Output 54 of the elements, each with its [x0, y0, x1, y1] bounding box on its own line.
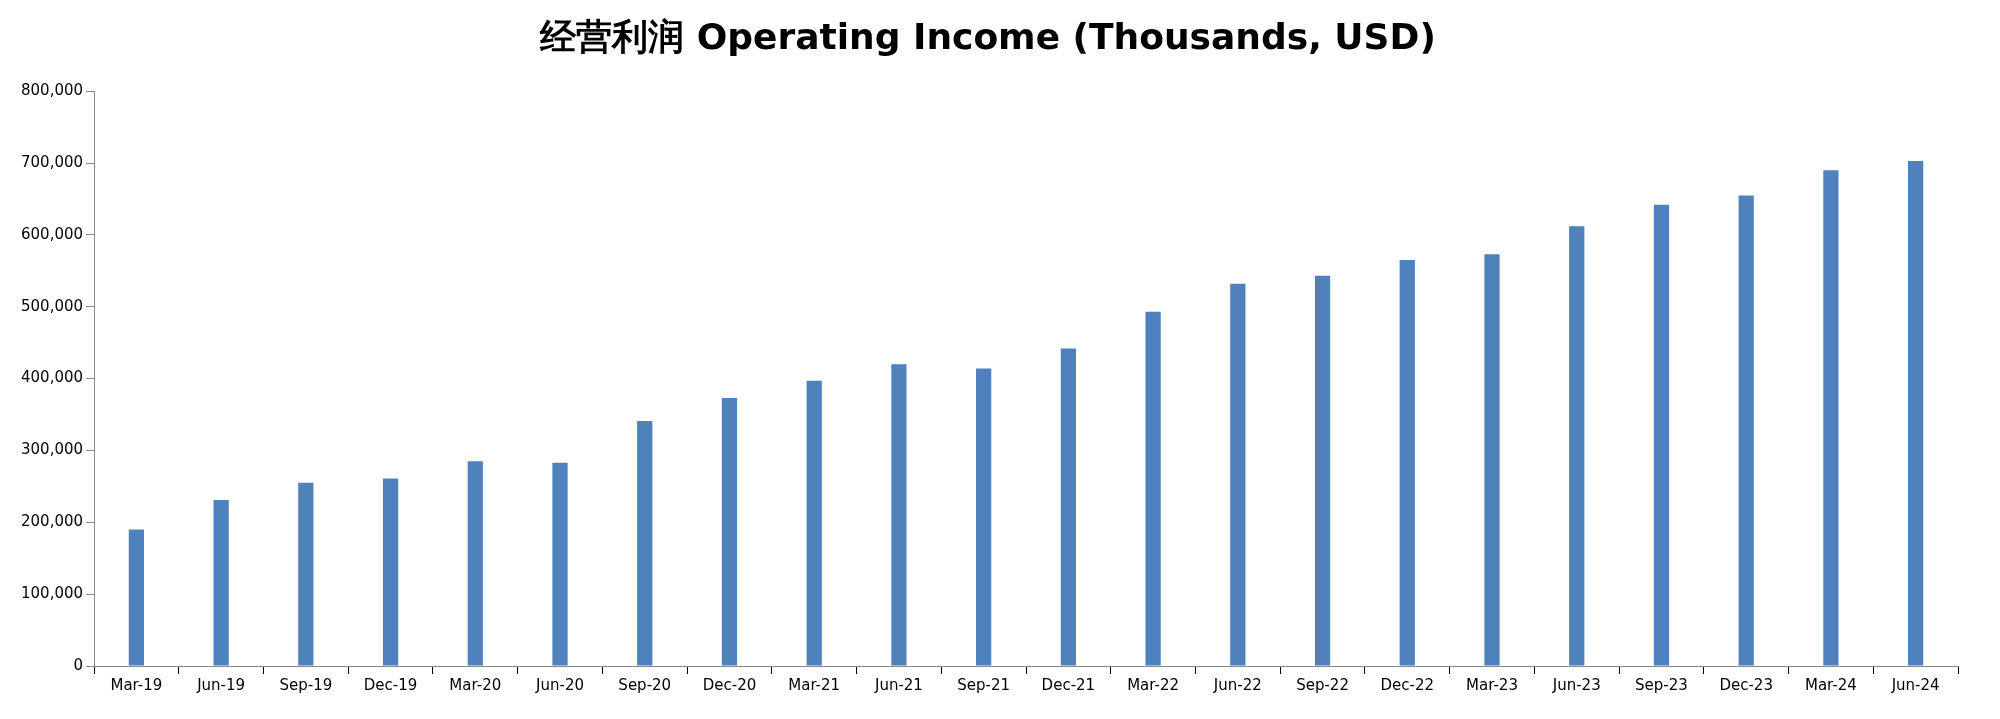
- chart-title: 经营利润 Operating Income (Thousands, USD): [539, 15, 1436, 57]
- y-tick-label: 200,000: [21, 512, 84, 531]
- x-tick-label: Jun-19: [196, 675, 246, 694]
- x-tick-label: Jun-22: [1212, 675, 1262, 694]
- y-tick-label: 400,000: [21, 368, 84, 387]
- x-tick-label: Sep-22: [1296, 675, 1349, 694]
- bar: [1569, 226, 1585, 666]
- bar: [128, 529, 145, 666]
- x-tick-label: Mar-21: [788, 675, 841, 694]
- bar: [298, 482, 314, 666]
- x-tick-label: Mar-24: [1804, 675, 1857, 694]
- y-tick-label: 700,000: [21, 152, 84, 171]
- x-tick-label: Sep-19: [279, 675, 333, 694]
- x-tick-label: Jun-20: [535, 675, 584, 694]
- bar: [891, 364, 907, 666]
- bar: [721, 398, 738, 666]
- bar: [467, 461, 483, 666]
- y-tick-label: 0: [73, 655, 84, 674]
- bar: [213, 500, 229, 666]
- bar: [1823, 170, 1839, 666]
- x-tick-label: Mar-20: [449, 675, 502, 694]
- bar: [1145, 311, 1161, 666]
- x-tick-label: Mar-23: [1466, 675, 1518, 694]
- x-tick-label: Jun-23: [1551, 675, 1601, 694]
- x-tick-label: Sep-20: [618, 675, 672, 694]
- bar: [382, 478, 399, 666]
- bar: [1399, 260, 1415, 666]
- x-tick-label: Dec-20: [702, 675, 757, 694]
- bar: [637, 420, 653, 666]
- bar: [806, 380, 822, 666]
- y-tick-label: 100,000: [21, 584, 84, 603]
- x-tick-label: Sep-21: [957, 675, 1011, 694]
- bar: [1060, 348, 1076, 666]
- bar: [1653, 204, 1670, 666]
- bar: [1484, 254, 1500, 666]
- x-tick-label: Jun-21: [873, 675, 923, 694]
- y-tick-label: 800,000: [21, 81, 84, 100]
- bar: [552, 462, 568, 666]
- bar: [1738, 195, 1754, 666]
- x-tick-label: Dec-23: [1719, 675, 1773, 694]
- bar: [1314, 275, 1331, 666]
- x-tick-label: Dec-21: [1041, 675, 1096, 694]
- bar: [1908, 160, 1924, 666]
- x-tick-label: Sep-23: [1635, 675, 1688, 694]
- x-tick-label: Mar-19: [110, 675, 163, 694]
- x-tick-label: Jun-24: [1890, 675, 1940, 694]
- y-tick-label: 300,000: [21, 440, 84, 459]
- bar: [1230, 283, 1246, 666]
- x-tick-label: Dec-22: [1380, 675, 1435, 694]
- bar: [976, 368, 992, 666]
- x-tick-label: Mar-22: [1127, 675, 1180, 694]
- y-tick-label: 600,000: [21, 224, 84, 243]
- x-tick-label: Dec-19: [363, 675, 418, 694]
- y-tick-label: 500,000: [21, 296, 84, 315]
